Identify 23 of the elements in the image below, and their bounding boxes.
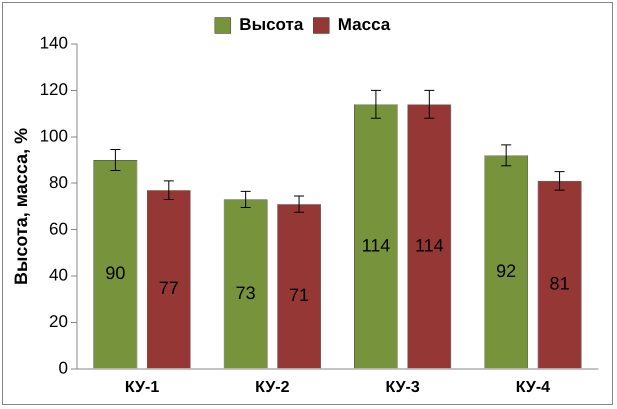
data-label: 81 <box>550 274 570 294</box>
legend-label: Высота <box>239 15 304 34</box>
x-tick-label: КУ-3 <box>385 378 420 396</box>
y-tick-label: 60 <box>49 219 68 238</box>
y-tick-label: 0 <box>58 358 68 378</box>
data-label: 92 <box>496 260 516 281</box>
x-tick-label: КУ-2 <box>255 378 290 396</box>
y-tick-label: 120 <box>40 80 68 100</box>
x-tick-label: КУ-4 <box>516 378 550 396</box>
y-tick-label: 40 <box>49 266 68 285</box>
y-tick-label: 20 <box>49 312 68 332</box>
data-label: 114 <box>414 235 444 256</box>
y-tick-label: 80 <box>49 172 68 192</box>
data-label: 90 <box>105 263 126 284</box>
data-label: 114 <box>362 235 390 256</box>
data-label: 77 <box>158 278 179 298</box>
legend-label: Масса <box>338 15 391 34</box>
x-tick-label: КУ-1 <box>124 378 160 396</box>
y-tick-label: 140 <box>40 34 68 53</box>
data-label: 71 <box>289 285 310 306</box>
data-label: 73 <box>236 282 256 303</box>
y-axis-title: Высота, масса, % <box>10 128 31 285</box>
y-tick-label: 100 <box>40 126 68 146</box>
